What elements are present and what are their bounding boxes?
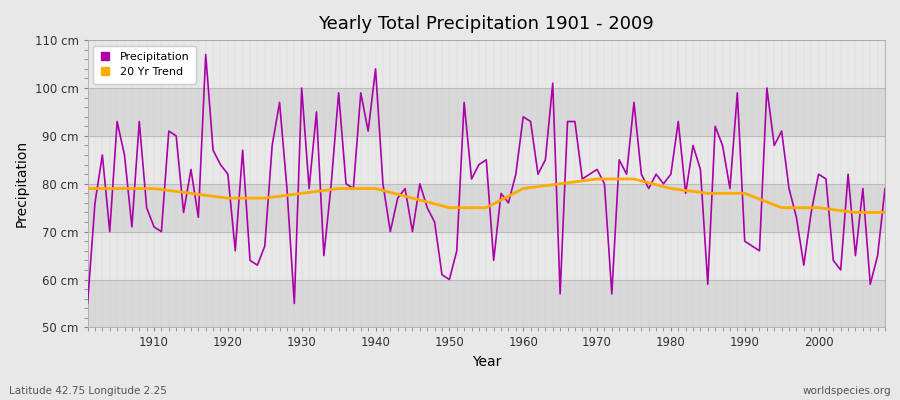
20 Yr Trend: [370, 186, 381, 191]
Bar: [87, 280, 885, 328]
Text: Latitude 42.75 Longitude 2.25: Latitude 42.75 Longitude 2.25: [9, 386, 166, 396]
20 Yr Trend: [259, 196, 270, 200]
20 Yr Trend: [112, 186, 122, 191]
20 Yr Trend: [665, 186, 676, 191]
20 Yr Trend: [850, 210, 861, 215]
20 Yr Trend: [702, 191, 713, 196]
20 Yr Trend: [813, 205, 824, 210]
Precipitation: [82, 301, 93, 306]
Precipitation: [526, 119, 536, 124]
Bar: [87, 40, 885, 88]
20 Yr Trend: [444, 205, 454, 210]
20 Yr Trend: [82, 186, 93, 191]
Precipitation: [356, 90, 366, 95]
Title: Yearly Total Precipitation 1901 - 2009: Yearly Total Precipitation 1901 - 2009: [319, 15, 654, 33]
Bar: [87, 88, 885, 136]
20 Yr Trend: [554, 181, 565, 186]
Line: Precipitation: Precipitation: [87, 54, 885, 304]
Precipitation: [879, 186, 890, 191]
X-axis label: Year: Year: [472, 355, 501, 369]
Precipitation: [141, 205, 152, 210]
20 Yr Trend: [296, 191, 307, 196]
Precipitation: [311, 110, 322, 114]
20 Yr Trend: [333, 186, 344, 191]
Bar: [87, 136, 885, 184]
Text: worldspecies.org: worldspecies.org: [803, 386, 891, 396]
Legend: Precipitation, 20 Yr Trend: Precipitation, 20 Yr Trend: [93, 46, 196, 84]
Line: 20 Yr Trend: 20 Yr Trend: [87, 179, 885, 212]
20 Yr Trend: [185, 191, 196, 196]
Precipitation: [201, 52, 212, 57]
20 Yr Trend: [591, 176, 602, 181]
20 Yr Trend: [879, 210, 890, 215]
20 Yr Trend: [776, 205, 787, 210]
Bar: [87, 232, 885, 280]
Precipitation: [518, 114, 528, 119]
Bar: [87, 184, 885, 232]
20 Yr Trend: [518, 186, 528, 191]
20 Yr Trend: [148, 186, 159, 191]
20 Yr Trend: [739, 191, 750, 196]
Precipitation: [614, 158, 625, 162]
20 Yr Trend: [481, 205, 491, 210]
20 Yr Trend: [407, 196, 418, 200]
Y-axis label: Precipitation: Precipitation: [15, 140, 29, 227]
20 Yr Trend: [222, 196, 233, 200]
20 Yr Trend: [628, 176, 639, 181]
